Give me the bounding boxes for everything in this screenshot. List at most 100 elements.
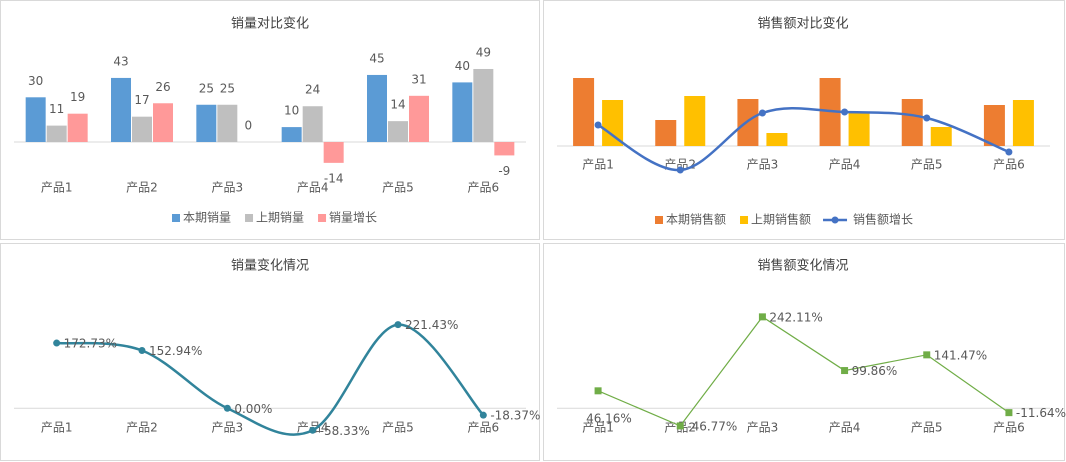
bar [409,95,429,142]
bar [25,97,46,142]
data-label: 10 [284,104,299,118]
marker [676,422,684,430]
data-label: 221.43% [405,318,458,332]
panel [0,0,540,240]
data-label: 24 [305,83,320,97]
marker [841,367,849,375]
bar [602,100,624,146]
bar [281,127,302,142]
x-tick-label: 产品1 [582,158,614,172]
marker [923,114,931,122]
data-label: 26 [155,80,170,94]
data-label: 25 [220,81,235,95]
marker [923,351,931,359]
panel [543,0,1065,240]
x-tick-label: 产品5 [911,421,943,435]
data-label: 31 [411,72,426,86]
data-label: 17 [134,93,149,107]
legend-swatch [740,216,749,224]
panel [0,243,540,461]
legend-label: 销量增长 [329,211,377,225]
bar [67,113,88,142]
data-label: 49 [476,45,491,59]
marker [594,121,602,129]
x-tick-label: 产品3 [747,421,779,435]
marker [841,108,849,116]
data-label: 14 [390,98,405,112]
legend-label: 上期销售额 [751,212,811,227]
data-label: 43 [113,54,128,68]
data-label: 11 [49,102,64,116]
data-label: -46.77% [687,419,737,433]
chart-title: 销量对比变化 [231,16,309,32]
marker [594,387,602,395]
bar [930,127,952,146]
bar [494,142,515,156]
data-label: -58.33% [320,424,370,438]
bar [196,104,217,142]
bar [132,116,152,142]
legend-label: 本期销售额 [666,212,726,227]
bar [217,104,238,142]
bar [473,68,494,142]
x-tick-label: 产品4 [297,181,329,195]
data-label: -11.64% [1016,406,1066,420]
chart-title: 销量变化情况 [231,258,309,274]
bar [367,74,387,142]
data-label: -18.37% [490,409,540,423]
marker [676,166,684,174]
x-tick-label: 产品1 [41,181,73,195]
data-label: 172.73% [64,337,117,351]
bar [388,121,408,142]
x-tick-label: 产品5 [382,181,414,195]
x-tick-label: 产品6 [993,158,1025,172]
marker [309,426,317,434]
bar [983,105,1005,146]
bar [452,82,473,142]
bar [46,125,67,142]
line [597,106,1010,172]
bar [111,77,131,142]
data-label: 30 [28,74,43,88]
x-tick-label: 产品6 [468,181,500,195]
x-tick-label: 产品4 [829,158,861,172]
chart-title: 销售额变化情况 [757,258,848,274]
data-label: 45 [369,51,384,65]
legend-label: 本期销量 [183,211,231,225]
bar [655,120,677,146]
data-label: 46.16% [586,411,632,425]
bar [901,99,923,146]
marker [394,321,402,329]
x-tick-label: 产品3 [212,181,244,195]
x-tick-label: 产品2 [126,181,158,195]
data-label: 141.47% [934,348,987,362]
legend-swatch [318,214,327,222]
x-tick-label: 产品4 [829,421,861,435]
legend-swatch [655,216,663,224]
data-label: 40 [455,59,470,73]
x-tick-label: 产品3 [747,158,779,172]
data-label: 0 [245,119,253,133]
marker [223,404,231,412]
bar [323,142,344,163]
x-tick-label: 产品1 [41,421,73,435]
x-tick-label: 产品1 [582,421,614,435]
legend-swatch [831,216,839,224]
legend-swatch [172,214,180,222]
data-label: 0.00% [234,402,272,416]
data-label: 152.94% [149,344,202,358]
panel [543,243,1065,461]
x-tick-label: 产品6 [468,421,500,435]
x-tick-label: 产品6 [993,421,1025,435]
x-tick-label: 产品5 [911,158,943,172]
marker [1005,148,1013,156]
marker [138,347,146,355]
data-label: 19 [70,90,85,104]
line [597,316,1010,427]
x-tick-label: 产品2 [126,421,158,435]
data-label: 25 [199,81,214,95]
marker [479,411,487,419]
bar [766,133,788,146]
bar [573,78,595,146]
